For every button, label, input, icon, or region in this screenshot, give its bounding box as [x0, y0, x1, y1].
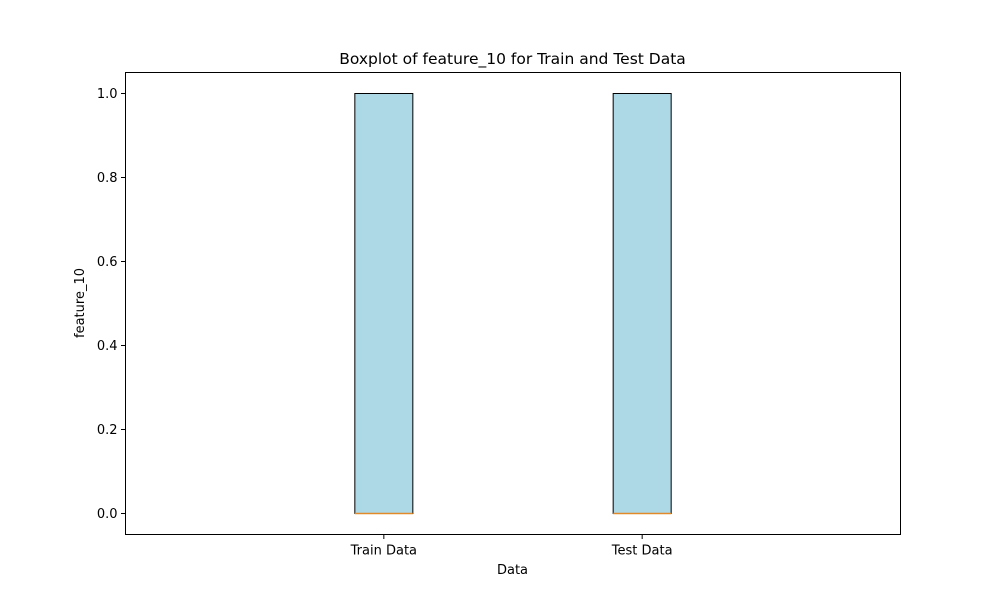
y-tick-label: 0.4 — [97, 339, 118, 354]
box-group — [354, 93, 414, 515]
y-tick-label: 1.0 — [97, 87, 118, 102]
box-body — [354, 93, 414, 514]
y-axis: 0.0 0.2 0.4 0.6 0.8 1.0 — [97, 87, 126, 522]
axes-frame — [125, 72, 901, 535]
y-tick-label: 0.0 — [97, 507, 118, 522]
y-tick-label: 0.2 — [97, 423, 118, 438]
y-tick-label: 0.6 — [97, 255, 118, 270]
plot-area — [354, 93, 672, 515]
box-body — [612, 93, 672, 514]
chart-title: Boxplot of feature_10 for Train and Test… — [339, 50, 686, 69]
x-axis-label: Data — [497, 563, 528, 578]
box-group — [612, 93, 672, 515]
x-axis: Train Data Test Data — [350, 534, 673, 559]
x-tick-label: Train Data — [350, 544, 417, 559]
y-tick-label: 0.8 — [97, 171, 118, 186]
y-axis-label: feature_10 — [73, 268, 88, 338]
x-tick-label: Test Data — [611, 544, 673, 559]
